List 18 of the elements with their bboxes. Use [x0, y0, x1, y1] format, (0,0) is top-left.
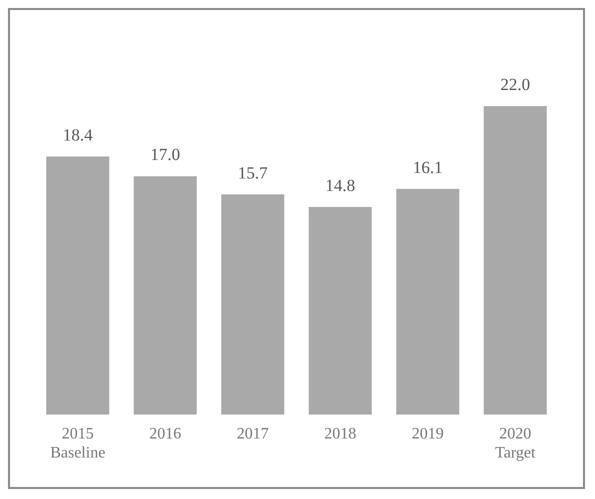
bar [484, 106, 547, 415]
x-tick-label: 2019 [412, 425, 444, 442]
data-label: 18.4 [62, 126, 94, 145]
data-label: 15.7 [238, 163, 268, 182]
data-label: 14.8 [325, 176, 356, 196]
data-label: 16.1 [412, 158, 443, 177]
bar [308, 207, 372, 415]
x-tick-label: 2020 Target [495, 425, 536, 462]
x-tick-label: 2018 [324, 425, 356, 442]
bar [134, 176, 197, 415]
x-tick-label: 2017 [236, 425, 269, 442]
data-label: 17.0 [150, 145, 180, 164]
x-tick-label: 2016 [149, 425, 182, 442]
x-tick-label: 2015 Baseline [50, 425, 106, 462]
bar [396, 188, 460, 415]
bar [46, 156, 110, 415]
data-label: 22.0 [500, 75, 530, 94]
bar [221, 194, 284, 415]
